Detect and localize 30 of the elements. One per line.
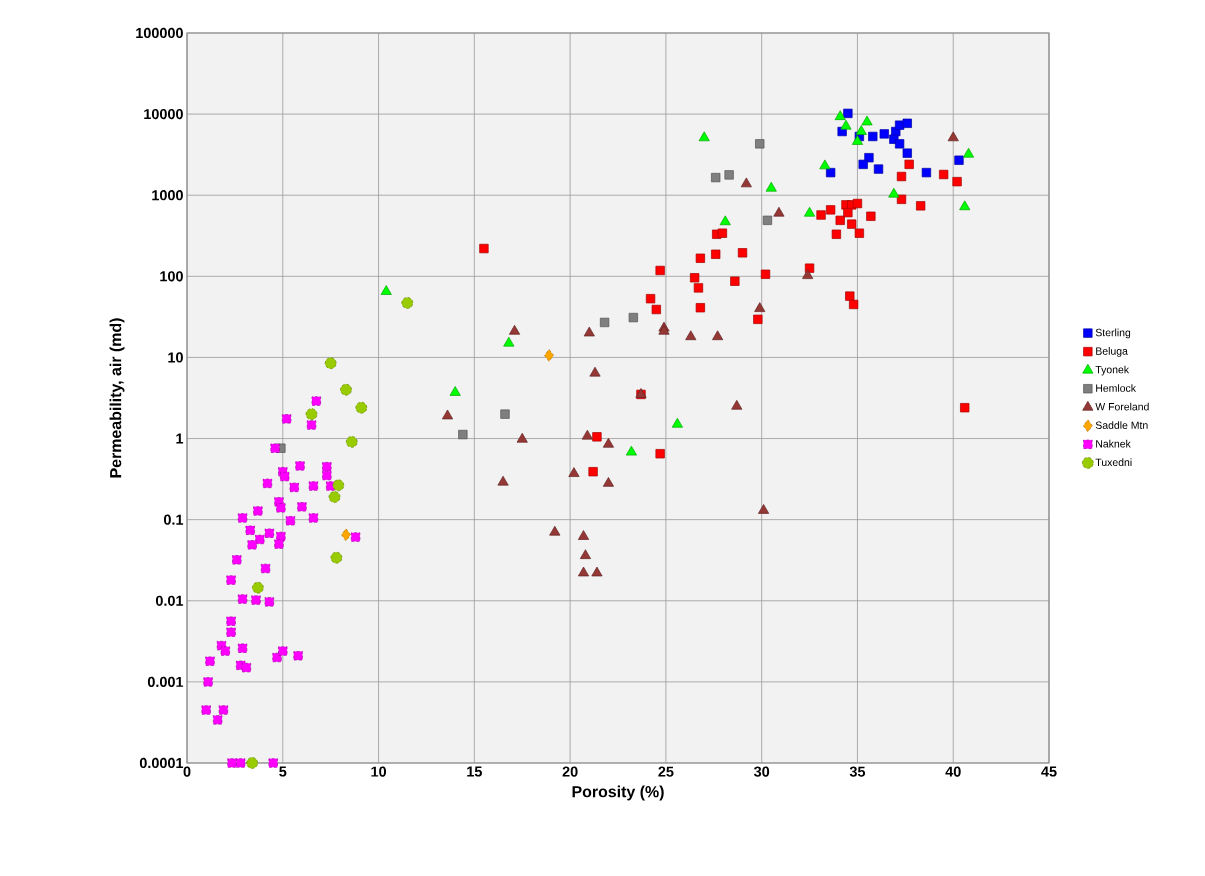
legend-label: Hemlock (1096, 384, 1137, 392)
y-tick-label: 10 (168, 352, 183, 363)
y-tick-label: 0.01 (155, 595, 184, 606)
y-tick-label: 0.001 (147, 676, 184, 687)
x-tick-label: 45 (1041, 766, 1057, 777)
legend-label: Tuxedni (1095, 458, 1132, 467)
x-tick-label: 30 (753, 766, 770, 777)
legend-label: Beluga (1096, 347, 1128, 357)
y-tick-label: 1000 (152, 190, 183, 201)
y-tick-label: 100000 (136, 27, 183, 39)
y-tick-label: 0.1 (163, 514, 184, 525)
y-tick-label: 100 (160, 271, 183, 282)
x-tick-label: 10 (371, 766, 387, 777)
y-tick-label: 0.0001 (139, 757, 184, 769)
y-tick-label: 1 (176, 433, 184, 444)
x-tick-label: 40 (945, 766, 961, 777)
legend-label: W Foreland (1095, 402, 1149, 411)
x-tick-label: 5 (279, 766, 287, 777)
x-tick-label: 25 (658, 766, 674, 777)
y-axis-title: Permeability, air (md) (109, 318, 125, 478)
x-tick-label: 15 (467, 766, 482, 777)
x-tick-label: 20 (562, 766, 578, 777)
legend-label: Sterling (1095, 328, 1131, 339)
legend-label: Saddle Mtn (1095, 421, 1148, 429)
legend-label: Tyonek (1095, 365, 1130, 376)
x-tick-label: 35 (849, 766, 866, 777)
x-tick-label: 0 (183, 766, 191, 777)
x-axis-title: Porosity (%) (572, 785, 664, 801)
y-tick-label: 10000 (144, 108, 183, 120)
legend-label: Naknek (1096, 439, 1131, 448)
